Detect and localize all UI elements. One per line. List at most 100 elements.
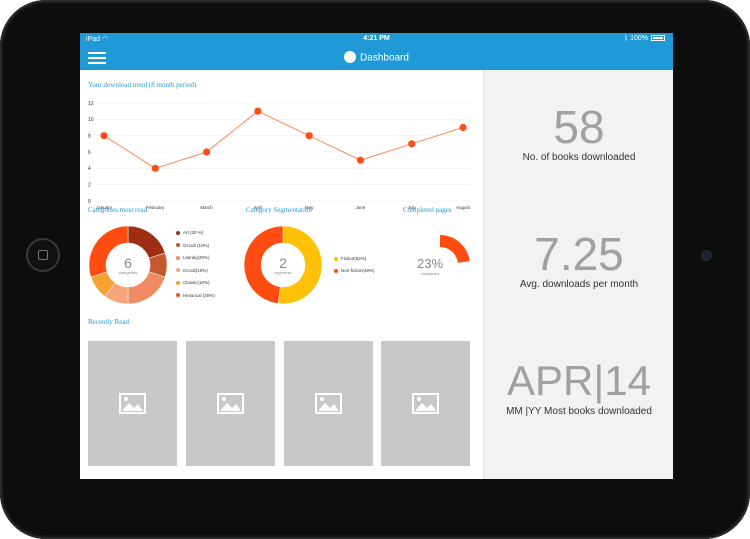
legend-swatch — [176, 268, 180, 273]
battery-icon — [651, 35, 665, 42]
completed-center: 23% completed — [410, 257, 450, 277]
legend-item: Non-fiction(48%) — [334, 268, 375, 273]
x-tick-label: June — [356, 205, 366, 210]
download-trend-title: Your download trend (8 month period) — [88, 81, 197, 89]
donut-slice — [127, 271, 166, 305]
x-tick-label: August — [456, 205, 471, 210]
legend-swatch — [176, 255, 180, 260]
image-placeholder-icon — [119, 393, 146, 414]
stats-sidebar: 58 No. of books downloaded 7.25 Avg. dow… — [483, 70, 673, 479]
legend-label: Art (20 %) — [183, 230, 204, 235]
y-tick-label: 4 — [88, 166, 91, 172]
x-tick-label: January — [96, 205, 113, 210]
legend-swatch — [334, 268, 338, 273]
image-placeholder-icon — [217, 393, 244, 414]
donut-slice — [243, 225, 284, 304]
segmentation-donut-chart — [243, 225, 323, 305]
recent-book-4[interactable] — [381, 341, 470, 466]
segmentation-title: Category Segmentation — [246, 206, 312, 214]
stat-label: MM |YY Most books downloaded — [506, 406, 652, 417]
recently-read-title: Recently Read — [88, 318, 130, 326]
legend-swatch — [176, 243, 180, 248]
legend-item: Literaly(20%) — [176, 255, 210, 260]
stat-avg-downloads: 7.25 Avg. downloads per month — [484, 229, 673, 290]
stat-most-downloaded-month: APR|14 MM |YY Most books downloaded — [484, 356, 673, 417]
status-time: 4:21 PM — [363, 35, 390, 42]
categories-count-label: categories — [118, 270, 138, 275]
completed-label: completed — [420, 271, 440, 276]
y-tick-label: 0 — [88, 199, 91, 205]
legend-swatch — [176, 230, 180, 235]
data-point — [356, 156, 365, 164]
legend-label: Fiction(52%) — [341, 256, 367, 261]
recent-book-3[interactable] — [284, 341, 373, 466]
status-bar: iPad ◠ 4:21 PM ᛒ 100% — [80, 33, 673, 46]
x-tick-label: March — [200, 205, 213, 210]
legend-swatch — [334, 256, 338, 261]
legend-item: Occult (10%) — [176, 243, 209, 248]
stat-books-downloaded: 58 No. of books downloaded — [484, 102, 673, 163]
stat-value: 7.25 — [534, 228, 624, 280]
data-point — [100, 132, 108, 140]
page-title: Dashboard — [80, 51, 673, 64]
legend-item: Classic(10%) — [176, 280, 210, 285]
stat-label: Avg. downloads per month — [519, 279, 639, 290]
categories-center: 6 categories — [108, 256, 148, 276]
categories-count: 6 — [124, 255, 132, 271]
carrier-label: iPad ◠ — [86, 36, 109, 43]
recent-book-1[interactable] — [88, 341, 177, 466]
legend-label: Occult(10%) — [183, 267, 208, 273]
y-tick-label: 2 — [88, 182, 91, 188]
stat-value: APR|14 — [507, 357, 651, 404]
home-button[interactable] — [26, 238, 60, 272]
x-tick-label: April — [253, 205, 262, 210]
x-tick-label: February — [146, 205, 165, 210]
stat-label: No. of books downloaded — [522, 152, 636, 163]
y-tick-label: 8 — [88, 133, 91, 139]
legend-label: Literaly(20%) — [183, 255, 210, 260]
camera-icon — [702, 251, 711, 260]
wifi-icon: ◠ — [101, 36, 109, 43]
recent-book-2[interactable] — [186, 341, 275, 466]
y-tick-label: 12 — [88, 101, 94, 107]
data-point — [151, 164, 159, 172]
segmentation-center: 2 segments — [263, 256, 303, 276]
main-panel: Your download trend (8 month period) 0 2 4… — [80, 70, 483, 479]
x-tick-label: May — [305, 205, 314, 210]
completed-arc — [440, 235, 470, 263]
data-point — [305, 132, 313, 140]
data-point — [408, 140, 416, 148]
categories-title: Categories most read — [88, 206, 148, 214]
x-tick-label: July — [408, 205, 417, 210]
legend-label: Occult (10%) — [183, 242, 210, 248]
y-tick-label: 10 — [88, 117, 94, 123]
home-square-icon — [38, 250, 48, 260]
menu-icon[interactable] — [88, 52, 106, 64]
legend-item: Historical (30%) — [176, 293, 215, 298]
legend-swatch — [176, 280, 180, 285]
image-placeholder-icon — [315, 393, 342, 414]
donut-slice — [88, 225, 129, 278]
data-point — [202, 148, 211, 156]
stat-value: 58 — [553, 101, 605, 153]
legend-label: Historical (30%) — [183, 292, 215, 298]
y-tick-label: 6 — [88, 150, 91, 156]
legend-label: Non-fiction(48%) — [341, 268, 375, 273]
segments-count: 2 — [279, 255, 287, 271]
dashboard-logo-icon — [344, 51, 357, 63]
trend-line — [103, 110, 464, 169]
completed-value: 23% — [416, 256, 444, 271]
data-point — [254, 107, 262, 115]
donut-slice — [277, 225, 323, 305]
completed-title: Completed pages — [403, 206, 452, 214]
legend-item: Fiction(52%) — [334, 256, 366, 261]
legend-item: Occult(10%) — [176, 268, 208, 273]
screen: iPad ◠ 4:21 PM ᛒ 100% Dashboard Your dow… — [80, 33, 673, 479]
image-placeholder-icon — [412, 393, 439, 414]
legend-swatch — [176, 293, 180, 298]
legend-item: Art (20 %) — [176, 230, 203, 235]
categories-donut-chart — [88, 225, 168, 305]
bluetooth-icon: ᛒ — [623, 35, 629, 42]
battery-status: ᛒ 100% — [624, 35, 665, 42]
